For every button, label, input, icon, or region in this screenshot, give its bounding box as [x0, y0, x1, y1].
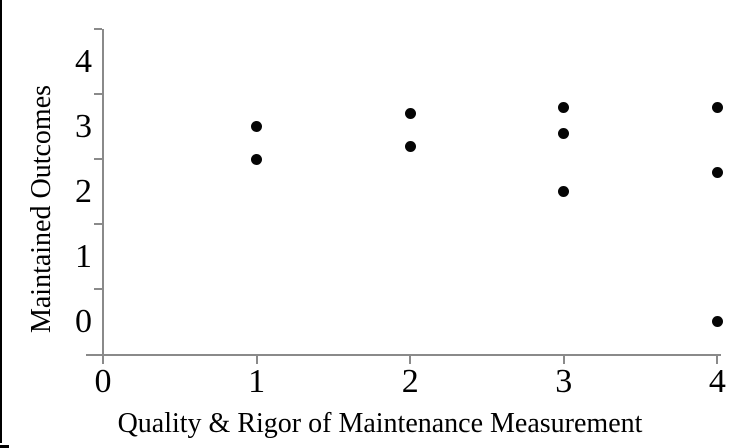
x-tick-label: 3 [555, 363, 573, 400]
data-point [558, 127, 570, 139]
x-tick-label: 2 [401, 363, 419, 400]
x-tick-label: 1 [248, 363, 266, 400]
data-point [711, 316, 723, 327]
y-tick-label: 4 [75, 42, 92, 80]
data-point [251, 153, 263, 165]
x-axis-tick [409, 354, 412, 364]
page-bottom-corner-mark [0, 445, 9, 448]
y-axis-line [102, 29, 104, 364]
x-axis-tick [716, 354, 719, 364]
data-point [404, 140, 416, 152]
y-tick-label: 3 [75, 107, 92, 145]
x-axis-tick [255, 354, 258, 364]
data-point [251, 121, 263, 132]
data-point [558, 101, 570, 113]
x-axis-tick [562, 354, 565, 364]
data-point [558, 186, 570, 197]
data-point [711, 101, 723, 113]
data-point [404, 108, 416, 119]
y-tick-label: 1 [75, 237, 92, 275]
x-axis-line [86, 354, 721, 356]
page-left-edge-line [0, 0, 2, 443]
data-point [711, 166, 723, 178]
y-axis-tick [94, 288, 102, 290]
y-axis-tick [94, 223, 102, 225]
y-axis-tick [94, 158, 102, 160]
y-tick-label: 2 [75, 172, 92, 210]
y-axis-tick [94, 93, 102, 95]
x-tick-label: 0 [94, 363, 112, 400]
x-axis-title: Quality & Rigor of Maintenance Measureme… [117, 408, 643, 439]
x-tick-label: 4 [708, 363, 726, 400]
y-tick-label: 0 [75, 302, 92, 340]
y-axis-tick [94, 28, 102, 30]
